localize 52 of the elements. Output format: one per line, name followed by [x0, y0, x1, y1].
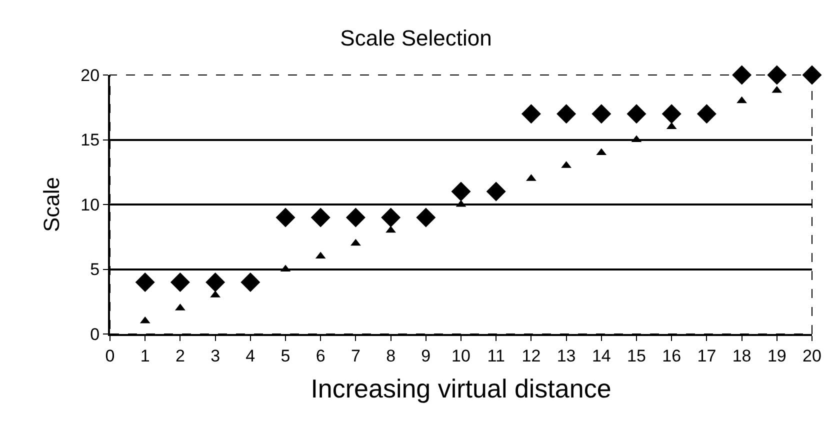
point	[381, 208, 401, 228]
y-axis-title: Scale	[38, 176, 64, 232]
point	[486, 182, 506, 202]
point	[346, 208, 366, 228]
x-tick-label: 17	[697, 346, 716, 366]
x-tick-label: 11	[487, 346, 505, 366]
x-tick-label: 2	[175, 346, 185, 366]
point	[626, 104, 646, 124]
point	[350, 238, 361, 246]
point	[732, 65, 752, 85]
x-tick-label: 15	[627, 346, 646, 366]
y-tick-label: 5	[90, 260, 100, 280]
x-tick-label: 1	[140, 346, 150, 366]
x-tick-label: 0	[105, 346, 115, 366]
y-tick-label: 20	[80, 66, 100, 85]
x-tick-label: 3	[210, 346, 220, 366]
x-tick-label: 10	[452, 346, 470, 366]
point	[736, 96, 747, 104]
x-tick-label: 13	[556, 346, 576, 366]
point	[206, 272, 226, 292]
x-tick-label: 20	[802, 346, 822, 366]
point	[386, 226, 396, 233]
x-axis-title: Increasing virtual distance	[310, 374, 612, 404]
x-tick-label: 9	[421, 346, 431, 366]
x-tick-label: 8	[386, 346, 396, 366]
x-tick-label: 7	[350, 346, 360, 366]
x-tick-label: 18	[732, 346, 752, 366]
x-tick-label: 16	[662, 346, 682, 366]
point	[802, 65, 822, 85]
x-tick-label: 4	[246, 346, 256, 366]
point	[416, 208, 436, 228]
point	[170, 272, 190, 292]
point	[451, 182, 471, 202]
point	[592, 104, 612, 124]
point	[521, 104, 541, 124]
point	[556, 104, 576, 124]
x-tick-label: 5	[280, 346, 290, 366]
point	[662, 104, 682, 124]
chart-title: Scale Selection	[340, 25, 492, 50]
y-tick-label: 15	[80, 130, 100, 150]
y-tick-label: 0	[90, 324, 100, 344]
point	[767, 65, 787, 85]
y-tick-label: 10	[80, 195, 100, 214]
point	[276, 208, 296, 228]
x-tick-label: 6	[316, 346, 326, 366]
point	[240, 272, 260, 292]
point	[310, 208, 330, 228]
x-tick-label: 14	[592, 346, 611, 366]
point	[135, 272, 155, 292]
x-tick-label: 12	[522, 346, 541, 366]
x-tick-label: 19	[767, 346, 786, 366]
point	[696, 104, 716, 124]
